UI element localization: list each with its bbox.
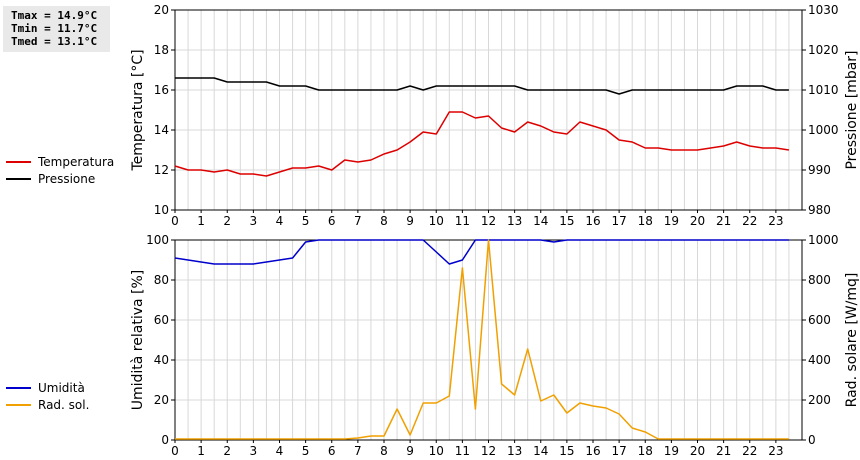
chart2-xtick-label: 17 xyxy=(611,444,626,458)
chart1-series-pressione xyxy=(175,77,789,95)
chart2-xtick-label: 19 xyxy=(664,444,679,458)
chart1-xtick-label: 23 xyxy=(768,214,783,228)
stats-box: Tmax = 14.9°C Tmin = 11.7°C Tmed = 13.1°… xyxy=(3,6,110,52)
chart1-xtick-label: 21 xyxy=(716,214,731,228)
chart1-xtick-label: 11 xyxy=(455,214,470,228)
chart1-ytick-label: 10 xyxy=(154,203,169,217)
chart2-series-umidit xyxy=(174,239,789,265)
chart2-xtick-label: 20 xyxy=(690,444,705,458)
legend-label-umidita: Umidità xyxy=(38,381,85,395)
legend-swatch-temperatura xyxy=(6,161,31,163)
chart1-ytick-label: 14 xyxy=(154,123,169,137)
chart1-xtick-label: 15 xyxy=(559,214,574,228)
legend-label-pressione: Pressione xyxy=(38,172,96,186)
chart1-xtick-label: 22 xyxy=(742,214,757,228)
chart1-xtick-label: 4 xyxy=(276,214,284,228)
chart1-y2tick-label: 1000 xyxy=(808,123,839,137)
chart2-xtick-label: 15 xyxy=(559,444,574,458)
chart1-xtick-label: 5 xyxy=(302,214,310,228)
chart1-series-temperatura xyxy=(174,111,790,177)
chart1-y2label: Pressione [mbar] xyxy=(844,50,860,169)
chart1-xtick-label: 10 xyxy=(429,214,444,228)
chart2-xtick-label: 3 xyxy=(250,444,258,458)
chart1-xtick-label: 18 xyxy=(638,214,653,228)
chart2-xtick-label: 10 xyxy=(429,444,444,458)
chart2-ytick-label: 100 xyxy=(146,233,169,247)
chart2-xtick-label: 12 xyxy=(481,444,496,458)
chart2-y2tick-label: 0 xyxy=(808,433,816,447)
chart2-ytick-label: 40 xyxy=(154,353,169,367)
chart2-ytick-label: 20 xyxy=(154,393,169,407)
chart1-xtick-label: 1 xyxy=(197,214,205,228)
chart2-xtick-label: 4 xyxy=(276,444,284,458)
chart1-xtick-label: 3 xyxy=(250,214,258,228)
chart2-xtick-label: 1 xyxy=(197,444,205,458)
legend-label-temperatura: Temperatura xyxy=(38,155,115,169)
chart2-xtick-label: 13 xyxy=(507,444,522,458)
chart2-xtick-label: 2 xyxy=(223,444,231,458)
chart2-xtick-label: 18 xyxy=(638,444,653,458)
chart1-ytick-label: 16 xyxy=(154,83,169,97)
chart2-y2tick-label: 1000 xyxy=(808,233,839,247)
chart1-y2tick-label: 990 xyxy=(808,163,831,177)
chart1-ytick-label: 12 xyxy=(154,163,169,177)
chart1-xtick-label: 7 xyxy=(354,214,362,228)
chart2-y2tick-label: 600 xyxy=(808,313,831,327)
chart2-ytick-label: 60 xyxy=(154,313,169,327)
chart2-xtick-label: 6 xyxy=(328,444,336,458)
legend-swatch-pressione xyxy=(6,178,31,180)
chart2-y2tick-label: 200 xyxy=(808,393,831,407)
chart2-xtick-label: 8 xyxy=(380,444,388,458)
chart2-xtick-label: 21 xyxy=(716,444,731,458)
chart1-xtick-label: 9 xyxy=(406,214,414,228)
chart1-y2tick-label: 980 xyxy=(808,203,831,217)
chart2-xtick-label: 23 xyxy=(768,444,783,458)
chart1-xtick-label: 20 xyxy=(690,214,705,228)
chart2-xtick-label: 11 xyxy=(455,444,470,458)
chart2-xtick-label: 22 xyxy=(742,444,757,458)
chart2-xtick-label: 14 xyxy=(533,444,548,458)
chart2-ytick-label: 0 xyxy=(161,433,169,447)
chart2-xtick-label: 0 xyxy=(171,444,179,458)
chart1-xtick-label: 8 xyxy=(380,214,388,228)
chart1-xtick-label: 12 xyxy=(481,214,496,228)
chart2-xtick-label: 9 xyxy=(406,444,414,458)
chart1-xtick-label: 13 xyxy=(507,214,522,228)
chart1-xtick-label: 16 xyxy=(585,214,600,228)
tmax-label: Tmax = 14.9°C xyxy=(11,9,98,22)
chart2-y2tick-label: 800 xyxy=(808,273,831,287)
chart1-ylabel: Temperatura [°C] xyxy=(130,49,146,171)
tmin-label: Tmin = 11.7°C xyxy=(11,22,98,35)
chart2-y2tick-label: 400 xyxy=(808,353,831,367)
chart2-series-rad-sol xyxy=(175,239,789,440)
chart2-xtick-label: 16 xyxy=(585,444,600,458)
chart1-y2tick-label: 1010 xyxy=(808,83,839,97)
chart2-xtick-label: 7 xyxy=(354,444,362,458)
chart1-ytick-label: 20 xyxy=(154,3,169,17)
tmed-label: Tmed = 13.1°C xyxy=(11,35,98,48)
legend-swatch-umidita xyxy=(6,387,31,389)
chart1-xtick-label: 14 xyxy=(533,214,548,228)
chart1-xtick-label: 19 xyxy=(664,214,679,228)
chart1-xtick-label: 2 xyxy=(223,214,231,228)
chart1-y2tick-label: 1020 xyxy=(808,43,839,57)
chart2-ylabel: Umidità relativa [%] xyxy=(130,270,146,411)
chart1-xtick-label: 17 xyxy=(611,214,626,228)
chart1-y2tick-label: 1030 xyxy=(808,3,839,17)
chart1-xtick-label: 0 xyxy=(171,214,179,228)
chart1-xtick-label: 6 xyxy=(328,214,336,228)
legend-swatch-radsol xyxy=(6,404,31,406)
chart2-ytick-label: 80 xyxy=(154,273,169,287)
chart2-y2label: Rad. solare [W/mq] xyxy=(844,273,860,408)
legend-label-radsol: Rad. sol. xyxy=(38,398,90,412)
chart1-ytick-label: 18 xyxy=(154,43,169,57)
chart2-xtick-label: 5 xyxy=(302,444,310,458)
